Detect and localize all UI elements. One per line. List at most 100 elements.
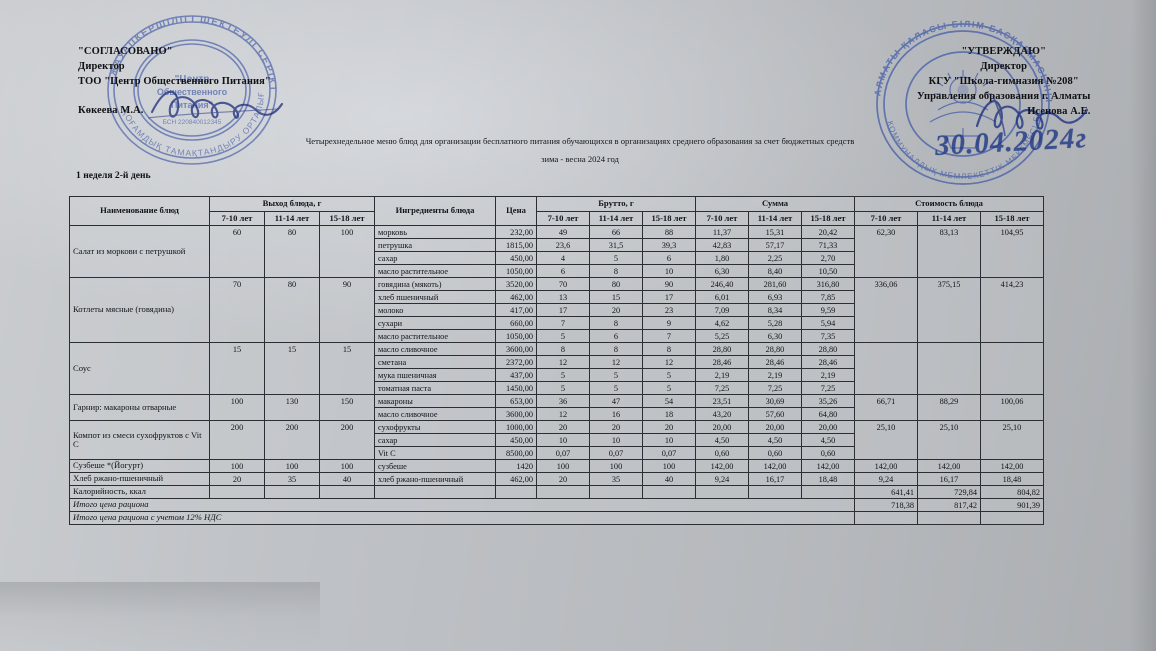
sum-cell-0: 6,01	[695, 290, 749, 305]
sum-cell-0: 142,00	[695, 459, 749, 474]
table-row: сахар 450,00 10 10 10 4,50 4,50 4,50	[70, 433, 1044, 448]
ingredient-price-cell: 1450,00	[495, 381, 537, 396]
cost-cell-1: 16,17	[917, 472, 981, 487]
sum-cell-0: 7,09	[695, 303, 749, 318]
gross-cell-2: 6	[642, 251, 696, 266]
dish-output-cell-2: 100	[319, 459, 375, 474]
gross-cell-1: 10	[589, 433, 643, 448]
total-empty-cell	[589, 485, 643, 500]
col-gross-age-2: 15-18 лет	[642, 210, 696, 227]
total-value-cell-2: 804,82	[980, 485, 1044, 500]
sum-cell-0: 4,62	[695, 316, 749, 331]
approval-block-right: "УТВЕРЖДАЮ" Директор КГУ "Школа-гимназия…	[917, 44, 1090, 119]
gross-cell-2: 12	[642, 355, 696, 370]
table-header: Наименование блюд Выход блюда, г Ингреди…	[69, 195, 1044, 227]
gross-cell-0: 100	[536, 459, 590, 474]
document-subtitle: зима - весна 2024 год	[541, 154, 619, 164]
sum-cell-0: 9,24	[695, 472, 749, 487]
dish-output-cell-1: 200	[264, 420, 320, 461]
cost-cell-1: 88,29	[917, 394, 981, 422]
ingredient-price-cell: 462,00	[495, 290, 537, 305]
cost-cell-2: 25,10	[980, 420, 1044, 461]
document-title: Четырехнедельное меню блюд для организац…	[210, 132, 950, 168]
col-sum-age-2: 15-18 лет	[801, 210, 855, 227]
dish-output-cell-0: 200	[209, 420, 265, 461]
gross-cell-2: 23	[642, 303, 696, 318]
sum-cell-1: 28,80	[748, 342, 802, 357]
dish-output-cell-2: 90	[319, 277, 375, 344]
total-empty-cell	[801, 485, 855, 500]
sum-cell-2: 35,26	[801, 394, 855, 409]
dish-name-cell: Котлеты мясные (говядина)	[69, 277, 210, 344]
dish-output-cell-0: 60	[209, 225, 265, 279]
ingredient-price-cell: 1050,00	[495, 329, 537, 344]
total-label-cell: Итого цена рациона с учетом 12% НДС	[69, 511, 855, 526]
gross-cell-1: 20	[589, 303, 643, 318]
gross-cell-2: 90	[642, 277, 696, 292]
gross-cell-2: 9	[642, 316, 696, 331]
table-row: Соус 15 15 15 масло сливочное 3600,00 8 8 8 28,80…	[69, 342, 1044, 396]
cost-cell-0: 142,00	[854, 459, 918, 474]
gross-cell-0: 8	[536, 342, 590, 357]
gross-cell-2: 54	[642, 394, 696, 409]
sum-cell-2: 28,46	[801, 355, 855, 370]
gross-cell-1: 5	[589, 251, 643, 266]
sum-cell-2: 5,94	[801, 316, 855, 331]
sum-cell-1: 281,60	[748, 277, 802, 292]
ingredient-price-cell: 462,00	[495, 472, 537, 487]
sum-cell-2: 7,25	[801, 381, 855, 396]
col-cost-age-1: 11-14 лет	[917, 210, 981, 227]
gross-cell-0: 36	[536, 394, 590, 409]
gross-cell-0: 10	[536, 433, 590, 448]
gross-cell-1: 66	[589, 225, 643, 240]
ingredient-name-cell: масло сливочное	[374, 342, 496, 357]
sum-cell-1: 2,19	[748, 368, 802, 383]
total-empty-cell	[695, 485, 749, 500]
dish-name-cell: Соус	[69, 342, 210, 396]
gross-cell-0: 0,07	[536, 446, 590, 461]
sum-cell-2: 10,50	[801, 264, 855, 279]
gross-cell-2: 39,3	[642, 238, 696, 253]
table-row: Котлеты мясные (говядина) 70 80 90 говядина …	[69, 277, 1044, 344]
sum-cell-2: 316,80	[801, 277, 855, 292]
total-empty-cell	[748, 485, 802, 500]
gross-cell-0: 20	[536, 472, 590, 487]
cost-cell-2: 414,23	[980, 277, 1044, 344]
gross-cell-1: 47	[589, 394, 643, 409]
ingredient-price-cell: 1420	[495, 459, 537, 474]
total-value-cell-2	[980, 511, 1044, 526]
total-value-cell-0: 718,38	[854, 498, 918, 513]
gross-cell-2: 7	[642, 329, 696, 344]
table-body: Салат из моркови с петрушкой 60 80 100 морко…	[69, 225, 1044, 526]
total-value-cell-0: 641,41	[854, 485, 918, 500]
dish-name-cell: Салат из моркови с петрушкой	[69, 225, 210, 279]
col-price: Цена	[495, 195, 537, 227]
col-cost-group: Стоимость блюда	[854, 196, 1044, 212]
col-sum-age-1: 11-14 лет	[748, 210, 802, 227]
sum-cell-0: 4,50	[695, 433, 749, 448]
gross-cell-0: 5	[536, 381, 590, 396]
sum-cell-2: 0,60	[801, 446, 855, 461]
cost-cell-0	[854, 342, 918, 396]
total-value-cell-0	[854, 511, 918, 526]
sum-cell-0: 5,25	[695, 329, 749, 344]
gross-cell-0: 20	[536, 420, 590, 435]
ingredient-name-cell: мука пшеничная	[374, 368, 496, 383]
ingredient-price-cell: 3600,00	[495, 342, 537, 357]
col-sum-age-0: 7-10 лет	[695, 210, 749, 227]
page-right-edge	[1130, 0, 1156, 651]
gross-cell-0: 4	[536, 251, 590, 266]
ingredient-name-cell: макароны	[374, 394, 496, 409]
dish-output-cell-1: 80	[264, 277, 320, 344]
gross-cell-2: 17	[642, 290, 696, 305]
approval-block-left: "СОГЛАСОВАНО" Директор ТОО "Центр Общест…	[78, 44, 271, 118]
sum-cell-1: 28,46	[748, 355, 802, 370]
dish-output-cell-2: 40	[319, 472, 375, 487]
table-row: сухари 660,00 7 8 9 4,62 5,28 5,94	[70, 316, 1044, 331]
cost-cell-1: 25,10	[917, 420, 981, 461]
gross-cell-0: 12	[536, 355, 590, 370]
sum-cell-0: 6,30	[695, 264, 749, 279]
svg-text:БСН 220840012345: БСН 220840012345	[163, 119, 222, 126]
gross-cell-2: 20	[642, 420, 696, 435]
